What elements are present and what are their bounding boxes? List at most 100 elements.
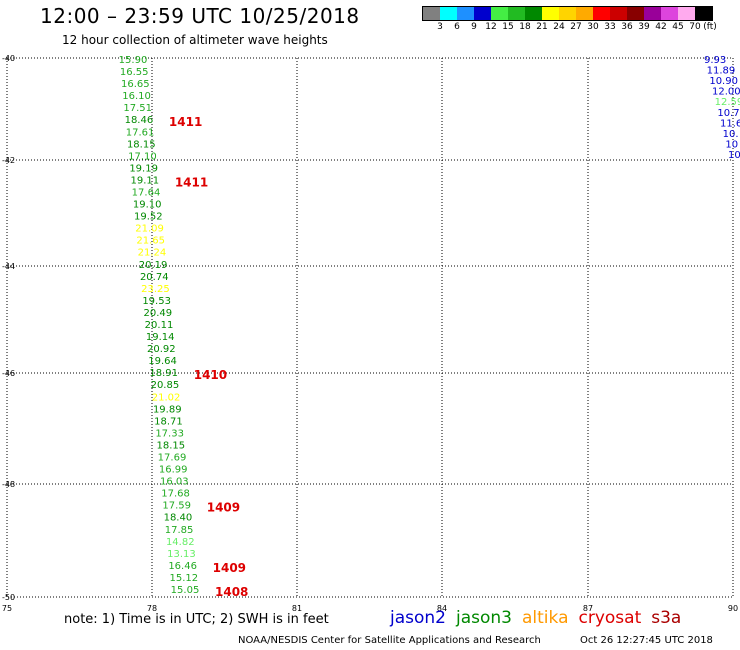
swh-value: 19.14 [146, 332, 175, 343]
swh-value: 18.15 [156, 440, 185, 451]
swh-value: 17.61 [126, 127, 155, 138]
scale-label: 12 [485, 22, 497, 32]
scale-swatch [593, 7, 610, 20]
lon-tick-label: 78 [147, 604, 157, 613]
swh-value: 20.19 [139, 260, 168, 271]
lon-tick-label: 90 [728, 604, 738, 613]
swh-value: 21.24 [138, 248, 167, 259]
pass-time-label: 1409 [213, 561, 246, 575]
scale-swatch [542, 7, 559, 20]
scale-swatch [678, 7, 695, 20]
swh-value: 19.64 [148, 356, 177, 367]
scale-unit: (ft) [703, 22, 717, 32]
color-scale-legend: 3 6 9 12 15 18 21 24 27 30 33 36 39 42 45 70 (ft) [422, 6, 717, 35]
pass-time-label: 1408 [215, 585, 248, 599]
lat-tick-label: -50 [2, 593, 15, 602]
lat-tick-label: -44 [2, 262, 15, 271]
satellite-legend-item: altika [522, 608, 569, 628]
scale-swatch [440, 7, 457, 20]
map-frame [6, 57, 734, 598]
swh-value-east: 11.89 [707, 66, 736, 77]
scale-label: 6 [454, 22, 460, 32]
satellite-legend-item: jason3 [456, 608, 512, 628]
scale-swatch [610, 7, 627, 20]
swh-value: 23.25 [141, 284, 170, 295]
swh-value: 16.65 [121, 79, 150, 90]
swh-value: 17.33 [155, 428, 184, 439]
scale-label: 18 [519, 22, 531, 32]
scale-label: 15 [502, 22, 514, 32]
satellite-legend-item: s3a [651, 608, 682, 628]
swh-value-east: 11.6 [720, 118, 740, 129]
swh-value-east: 9.93 [704, 55, 726, 66]
swh-value: 20.85 [151, 380, 180, 391]
swh-value-east: 10 [728, 150, 740, 161]
swh-value: 17.69 [158, 453, 187, 464]
swh-value: 16.55 [120, 67, 149, 78]
swh-value: 21.02 [152, 392, 181, 403]
swh-value: 20.49 [143, 308, 172, 319]
swh-value-east: 10 [725, 139, 738, 150]
swh-value-east: 10.90 [709, 76, 738, 87]
scale-swatch [508, 7, 525, 20]
swh-value-east: 10.74 [717, 108, 740, 119]
lat-tick-label: -40 [2, 54, 15, 63]
credit-line: NOAA/NESDIS Center for Satellite Applica… [238, 635, 541, 646]
swh-value: 19.19 [129, 163, 158, 174]
scale-swatch [627, 7, 644, 20]
scale-swatch [576, 7, 593, 20]
swh-value: 21.09 [135, 224, 164, 235]
satellite-legend-item: jason2 [390, 608, 446, 628]
scale-label: 3 [437, 22, 443, 32]
scale-swatch [559, 7, 576, 20]
scale-swatch [695, 7, 712, 20]
pass-time-label: 1409 [207, 501, 240, 515]
scale-label: 42 [655, 22, 667, 32]
lat-tick-label: -48 [2, 480, 15, 489]
swh-value: 19.89 [153, 404, 182, 415]
swh-value-east: 12.59 [715, 97, 740, 108]
swh-value: 17.51 [123, 103, 152, 114]
swh-value: 20.74 [140, 272, 169, 283]
swh-value: 20.11 [145, 320, 174, 331]
swh-value: 17.10 [128, 151, 157, 162]
scale-swatch [661, 7, 678, 20]
swh-value: 19.53 [142, 296, 171, 307]
pass-time-label: 1410 [194, 368, 227, 382]
swh-value: 19.10 [133, 200, 162, 211]
swh-value: 16.99 [159, 465, 188, 476]
swh-value: 16.10 [122, 91, 151, 102]
swh-value: 18.15 [127, 139, 156, 150]
scale-label: 30 [587, 22, 599, 32]
scale-label: 21 [536, 22, 548, 32]
scale-label: 70 [689, 22, 701, 32]
scale-swatch [474, 7, 491, 20]
swh-value: 18.40 [164, 513, 193, 524]
scale-label: 9 [471, 22, 477, 32]
swh-value: 18.71 [154, 416, 183, 427]
swh-value-east: 12.00 [712, 87, 740, 98]
color-scale-labels: 3 6 9 12 15 18 21 24 27 30 33 36 39 42 45 70 (ft) [422, 21, 717, 35]
scale-swatch [644, 7, 661, 20]
satellite-legend: jason2 jason3 altika cryosat s3a [390, 608, 691, 628]
pass-time-label: 1411 [175, 175, 208, 189]
color-scale-swatches [422, 6, 713, 21]
swh-value: 15.05 [171, 585, 200, 596]
chart-subtitle: 12 hour collection of altimeter wave hei… [62, 33, 328, 47]
lon-tick-label: 84 [437, 604, 447, 613]
swh-value: 15.12 [169, 573, 198, 584]
swh-value: 16.03 [160, 477, 189, 488]
swh-value: 13.13 [167, 549, 196, 560]
swh-value: 19.52 [134, 212, 163, 223]
swh-value: 21.65 [136, 236, 165, 247]
lat-tick-label: -46 [2, 369, 15, 378]
lon-tick-label: 87 [583, 604, 593, 613]
satellite-legend-item: cryosat [578, 608, 642, 628]
swh-value: 17.59 [162, 501, 191, 512]
pass-time-label: 1411 [169, 115, 202, 129]
swh-value: 16.46 [168, 561, 197, 572]
scale-swatch [525, 7, 542, 20]
lon-tick-label: 81 [292, 604, 302, 613]
scale-label: 36 [621, 22, 633, 32]
